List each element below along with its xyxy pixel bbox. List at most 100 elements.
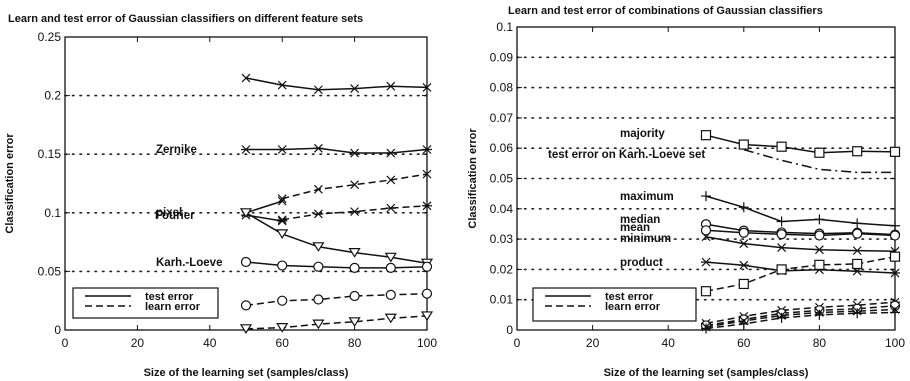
y-axis-label: Classification error bbox=[4, 133, 16, 234]
data-point bbox=[312, 319, 325, 330]
data-point bbox=[777, 243, 787, 253]
data-point bbox=[385, 203, 396, 213]
data-point bbox=[420, 311, 434, 322]
y-tick-label: 0.07 bbox=[490, 111, 514, 125]
data-point bbox=[890, 307, 900, 318]
data-point bbox=[700, 130, 712, 141]
data-point bbox=[422, 201, 432, 211]
series-1 bbox=[241, 143, 432, 158]
x-tick-label: 80 bbox=[348, 336, 362, 350]
data-point bbox=[349, 290, 360, 302]
data-point bbox=[889, 230, 901, 241]
y-tick-label: 0.08 bbox=[490, 81, 514, 95]
series-annotation: mean bbox=[620, 222, 650, 234]
data-point bbox=[738, 139, 749, 150]
data-point bbox=[313, 143, 324, 153]
x-tick-label: 0 bbox=[514, 336, 521, 350]
data-point bbox=[738, 260, 749, 270]
series-line bbox=[705, 223, 896, 236]
series-annotation: Karh.-Loeve bbox=[156, 257, 222, 269]
series-7 bbox=[277, 201, 432, 225]
data-point bbox=[422, 82, 432, 92]
data-point bbox=[776, 264, 787, 275]
data-point bbox=[776, 141, 787, 152]
data-point bbox=[277, 145, 288, 154]
data-point bbox=[350, 84, 360, 93]
data-point bbox=[384, 313, 397, 324]
series-line bbox=[282, 205, 428, 221]
series-annotation: test error on Karh.-Loeve set bbox=[548, 149, 705, 161]
data-point bbox=[241, 73, 251, 83]
y-tick-label: 0.04 bbox=[490, 202, 514, 216]
data-point bbox=[738, 227, 749, 238]
data-point bbox=[776, 312, 787, 323]
data-point bbox=[776, 229, 787, 240]
series-annotation: product bbox=[620, 257, 663, 269]
data-point bbox=[852, 246, 862, 256]
y-tick-label: 0.05 bbox=[38, 264, 62, 278]
series-line bbox=[705, 305, 896, 327]
data-point bbox=[738, 278, 749, 290]
series-line bbox=[282, 173, 428, 200]
data-point bbox=[385, 148, 396, 158]
series-3 bbox=[700, 219, 901, 240]
data-point bbox=[738, 202, 749, 213]
series-annotation: median bbox=[620, 214, 660, 226]
series-line bbox=[245, 77, 428, 91]
data-point bbox=[814, 230, 825, 241]
series-line bbox=[705, 235, 896, 252]
data-point bbox=[776, 216, 787, 227]
data-point bbox=[890, 220, 900, 231]
series-line bbox=[245, 261, 428, 269]
series-4 bbox=[700, 225, 901, 241]
data-point bbox=[241, 145, 251, 154]
y-tick-label: 0 bbox=[506, 323, 513, 337]
data-point bbox=[700, 286, 712, 297]
series-line bbox=[245, 315, 428, 330]
series-5 bbox=[701, 232, 900, 256]
legend-box bbox=[532, 287, 697, 322]
data-point bbox=[277, 295, 288, 306]
data-point bbox=[852, 308, 863, 319]
data-point bbox=[422, 145, 432, 154]
series-line bbox=[743, 148, 895, 174]
series-11 bbox=[701, 307, 900, 334]
data-point bbox=[889, 146, 901, 157]
data-point bbox=[814, 309, 825, 320]
data-point bbox=[421, 288, 433, 299]
data-point bbox=[349, 262, 360, 273]
series-line bbox=[705, 261, 896, 274]
series-7 bbox=[700, 251, 901, 297]
series-annotation: majority bbox=[620, 128, 665, 140]
data-point bbox=[814, 214, 825, 225]
x-axis-label: Size of the learning set (samples/class) bbox=[604, 367, 809, 379]
data-point bbox=[276, 323, 289, 333]
data-point bbox=[349, 207, 360, 217]
data-point bbox=[814, 245, 824, 255]
data-point bbox=[348, 248, 361, 258]
x-tick-label: 0 bbox=[62, 336, 69, 350]
data-point bbox=[349, 148, 360, 158]
x-tick-label: 20 bbox=[586, 336, 600, 350]
y-tick-label: 0.2 bbox=[44, 89, 61, 103]
data-point bbox=[313, 294, 324, 305]
data-point bbox=[852, 228, 863, 239]
data-point bbox=[701, 257, 711, 267]
series-5 bbox=[240, 256, 433, 273]
legend-label: learn error bbox=[145, 301, 201, 313]
data-point bbox=[385, 262, 396, 273]
data-point bbox=[240, 300, 252, 311]
series-line bbox=[245, 292, 428, 307]
x-axis-label: Size of the learning set (samples/class) bbox=[144, 367, 349, 379]
data-point bbox=[277, 215, 288, 225]
data-point bbox=[240, 256, 252, 268]
data-point bbox=[384, 252, 397, 263]
data-point bbox=[350, 180, 360, 190]
series-annotation: maximum bbox=[620, 191, 674, 203]
data-point bbox=[814, 147, 825, 158]
data-point bbox=[277, 80, 287, 90]
chart-left: Learn and test error of Gaussian classif… bbox=[4, 13, 437, 379]
y-tick-label: 0.25 bbox=[38, 30, 62, 44]
series-line bbox=[705, 311, 896, 330]
